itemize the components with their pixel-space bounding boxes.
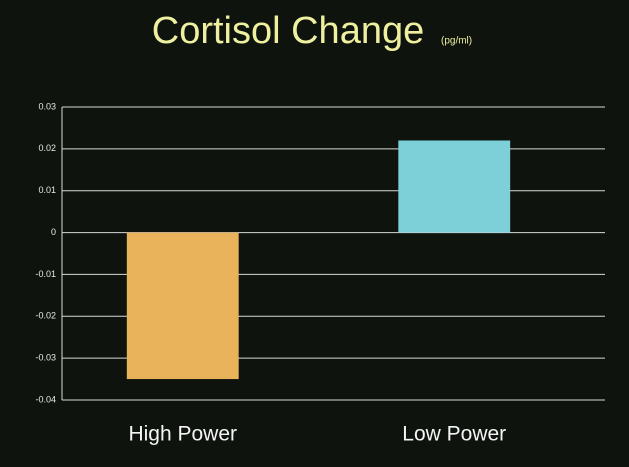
y-tick-label: -0.02 bbox=[35, 311, 56, 321]
x-tick-label: High Power bbox=[128, 423, 237, 446]
y-tick-label: -0.04 bbox=[35, 394, 56, 404]
bar bbox=[398, 140, 511, 233]
y-tick-label: 0 bbox=[51, 227, 56, 237]
y-tick-label: 0.01 bbox=[38, 185, 56, 195]
y-tick-label: -0.01 bbox=[35, 269, 56, 279]
x-tick-label: Low Power bbox=[402, 423, 506, 446]
chart-subtitle: (pg/ml) bbox=[441, 36, 472, 47]
y-tick-label: 0.03 bbox=[38, 101, 56, 111]
bar bbox=[126, 232, 239, 380]
chart-title: Cortisol Change bbox=[152, 10, 424, 52]
y-tick-label: 0.02 bbox=[38, 143, 56, 153]
y-tick-label: -0.03 bbox=[35, 353, 56, 363]
